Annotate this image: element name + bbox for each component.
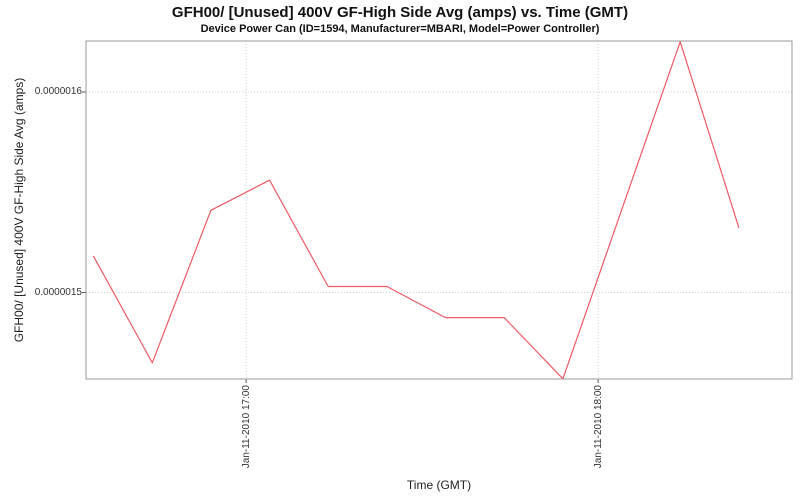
chart-subtitle: Device Power Can (ID=1594, Manufacturer=… <box>200 23 600 35</box>
x-tick-label: Jan-11-2010 18:00 <box>593 385 604 469</box>
y-tick-label: 0.0000015 <box>34 287 82 298</box>
y-axis-title: GFH00/ [Unused] 400V GF-High Side Avg (a… <box>12 77 26 343</box>
x-tick-label: Jan-11-2010 17:00 <box>241 385 252 469</box>
series-line <box>92 41 740 380</box>
plot-border <box>85 40 793 380</box>
x-axis-title: Time (GMT) <box>406 478 472 492</box>
y-tick-label: 0.0000016 <box>34 86 82 97</box>
chart-title: GFH00/ [Unused] 400V GF-High Side Avg (a… <box>171 4 629 21</box>
